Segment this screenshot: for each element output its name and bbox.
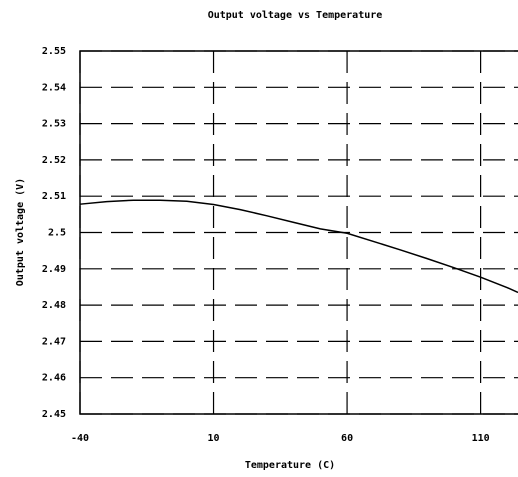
y-tick-label: 2.55 (42, 46, 66, 57)
y-tick-label: 2.54 (42, 82, 66, 93)
y-tick-label: 2.49 (42, 264, 66, 275)
x-axis-label: Temperature (C) (245, 460, 335, 471)
chart-title: Output voltage vs Temperature (208, 10, 383, 21)
y-tick-label: 2.47 (42, 336, 66, 347)
y-tick-label: 2.5 (48, 228, 66, 239)
y-tick-label: 2.52 (42, 155, 66, 166)
y-axis-label: Output voltage (V) (15, 178, 26, 286)
x-tick-label: 60 (341, 433, 353, 444)
x-tick-label: 10 (208, 433, 220, 444)
y-tick-label: 2.46 (42, 373, 66, 384)
x-tick-label: 110 (472, 433, 490, 444)
data-line (79, 199, 518, 294)
y-tick-label: 2.48 (42, 300, 66, 311)
x-tick-label: -40 (71, 433, 89, 444)
y-tick-label: 2.45 (42, 409, 66, 420)
y-tick-label: 2.53 (42, 119, 66, 130)
y-tick-label: 2.51 (42, 191, 66, 202)
